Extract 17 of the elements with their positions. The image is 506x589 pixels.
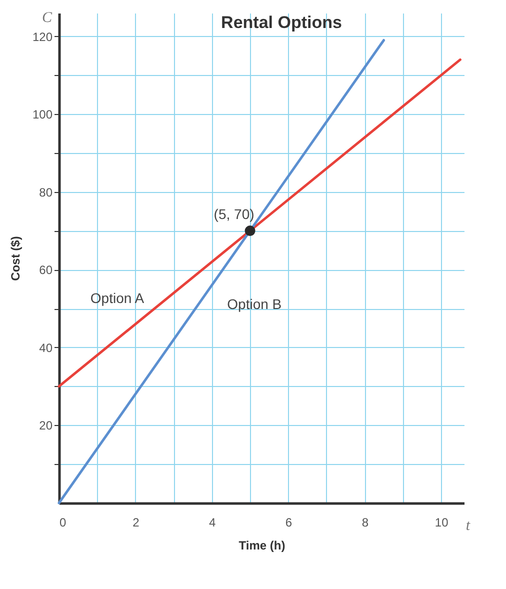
y-tick-label: 20 bbox=[39, 418, 53, 433]
y-axis-title: Cost ($) bbox=[8, 236, 22, 281]
x-tick-label: 8 bbox=[362, 516, 369, 530]
x-tick-label: 2 bbox=[132, 516, 140, 530]
y-tick-label: 100 bbox=[32, 108, 53, 122]
y-tick-label: 80 bbox=[39, 185, 53, 200]
text: t bbox=[466, 518, 471, 534]
x-tick-label: 4 bbox=[208, 516, 216, 530]
x-tick-label: 10 bbox=[434, 516, 449, 530]
x-tick-label: 6 bbox=[285, 516, 292, 530]
y-tick-label: 120 bbox=[32, 30, 53, 44]
x-tick-label: 0 bbox=[60, 516, 66, 530]
text: C bbox=[42, 10, 53, 26]
y-tick-label: 60 bbox=[39, 263, 53, 278]
y-tick-label: 40 bbox=[39, 340, 53, 355]
x-axis-title: Time (h) bbox=[238, 538, 286, 552]
chart-title: Rental Options bbox=[221, 13, 342, 32]
